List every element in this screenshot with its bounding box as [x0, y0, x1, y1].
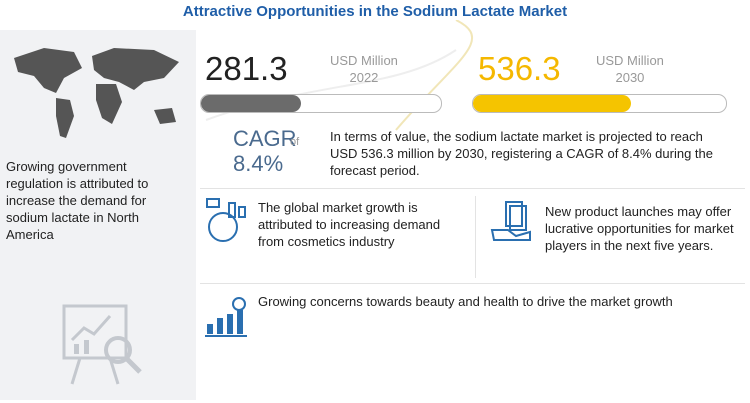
unit-2030: USD Million 2030 — [596, 52, 664, 86]
year: 2030 — [615, 70, 645, 85]
divider — [200, 283, 745, 284]
unit: USD Million — [330, 53, 398, 68]
bar-2022 — [200, 94, 442, 113]
world-map — [14, 48, 179, 138]
cagr-value: 8.4% — [233, 151, 284, 176]
value-2030: 536.3 — [478, 50, 561, 87]
bar-fill — [473, 95, 631, 112]
value-2022: 281.3 — [205, 50, 288, 87]
summary: In terms of value, the sodium lactate ma… — [330, 129, 713, 178]
insight: The global market growth is attributed t… — [258, 200, 441, 249]
bar-fill — [201, 95, 301, 112]
year: 2022 — [349, 70, 379, 85]
divider — [200, 188, 745, 189]
product-icon — [490, 201, 531, 241]
insight: Growing concerns towards beauty and heal… — [258, 294, 673, 309]
cosmetics-icon — [206, 198, 246, 242]
analytics-icon — [62, 304, 142, 385]
growth-icon — [205, 297, 247, 337]
unit: USD Million — [596, 53, 664, 68]
cagr-label: CAGR — [233, 126, 297, 151]
insight: New product launches may offer lucrative… — [545, 204, 734, 253]
left-text: Growing government regulation is attribu… — [6, 159, 149, 242]
unit-2022: USD Million 2022 — [330, 52, 398, 86]
cagr-connector: of — [290, 136, 300, 148]
divider — [475, 196, 476, 278]
bar-2030 — [472, 94, 727, 113]
title: Attractive Opportunities in the Sodium L… — [182, 3, 568, 20]
